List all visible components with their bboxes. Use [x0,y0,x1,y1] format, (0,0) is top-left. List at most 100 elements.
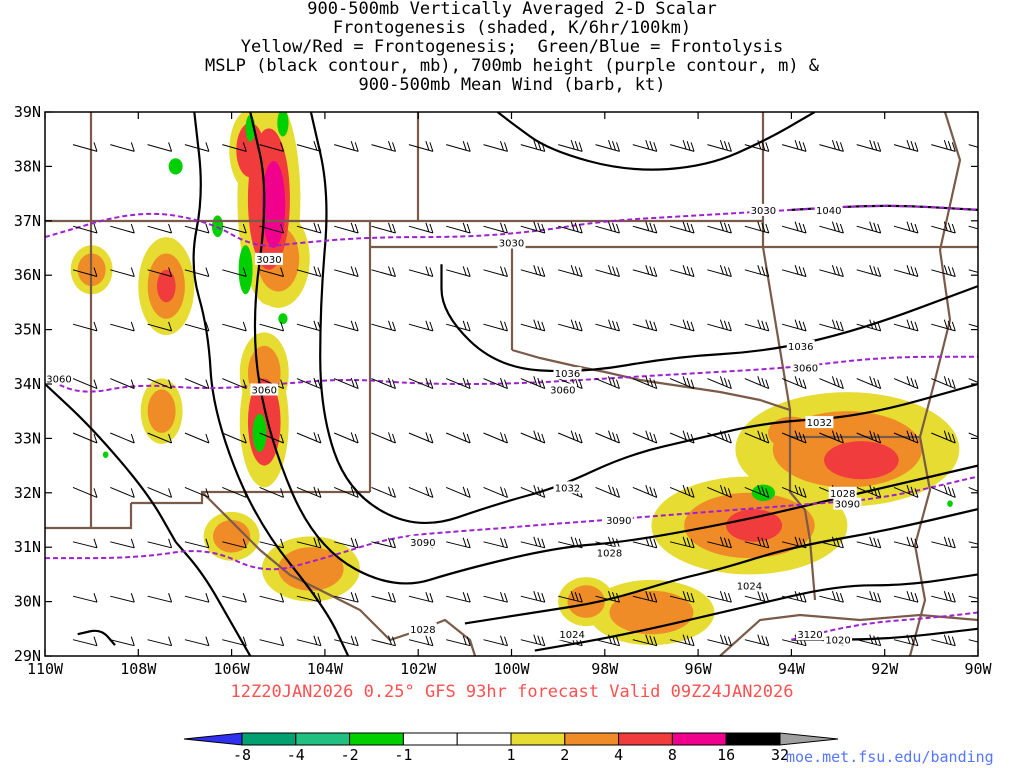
wind-barb [893,221,919,234]
wind-barb [408,266,434,277]
wind-barb [259,142,285,152]
contour-label: 1028 [410,625,435,636]
wind-barb [931,319,956,332]
wind-barb [595,139,620,152]
wind-barb [595,484,620,498]
contour-label: 1024 [559,630,584,641]
wind-barb [781,319,807,332]
wind-barb [707,634,732,647]
frontogenesis-area [567,585,605,618]
colorbar-box [725,732,781,746]
wind-barb [408,486,434,498]
wind-barb [483,432,508,444]
wind-barb [893,430,919,444]
wind-barb [72,378,98,390]
mslp-contour [77,629,116,646]
contour-label-bg [497,236,526,249]
frontogenesis-shading [70,112,960,646]
wind-barb [595,265,620,277]
contour-label: 3030 [256,255,281,266]
wind-barb [184,267,210,277]
contour-label-bg [735,579,764,592]
wind-barb [595,319,620,332]
wind-barb [184,636,210,647]
wind-barb [520,265,546,277]
wind-barb [72,267,98,277]
wind-barbs [72,139,978,647]
wind-barb [259,593,285,603]
wind-barb [222,142,247,152]
contour-label-bg [604,514,633,526]
wind-barb [520,319,546,332]
height-contour [791,611,978,641]
wind-barb [334,537,359,549]
title-line-5: 900-500mb Mean Wind (barb, kt) [358,75,666,95]
y-tick-label: 37N [14,212,41,230]
wind-barb [296,320,322,332]
wind-barb [707,319,732,332]
contour-labels: 1040 1036 1036 1032 1032 1028 1028 1028 1024 1024… [45,203,862,647]
wind-barb [931,634,956,647]
wind-barb [446,537,471,549]
wind-barb [446,635,471,647]
wind-barb [707,376,732,390]
wind-barb [259,538,285,549]
wind-barb [147,593,173,603]
wind-barb [483,377,508,390]
wind-barb [558,139,583,152]
wind-barb [819,221,844,234]
frontogenesis-area [147,389,176,433]
wind-barb [856,221,882,234]
wind-barb [781,430,807,444]
colorbar-label: 32 [771,746,789,764]
wind-barb [558,319,583,332]
frontolysis-area [168,158,183,175]
contour-label: 3060 [46,375,71,386]
wind-barb [222,538,247,549]
contour-label: 3030 [751,206,776,217]
wind-barb [222,636,247,647]
wind-barb [931,430,956,444]
title-line-4: MSLP (black contour, mb), 700mb height (… [204,56,820,76]
frontolysis-area [238,245,253,295]
contour-label: 1036 [788,342,813,353]
wind-barb [558,591,583,603]
colorbar-box [510,732,566,746]
wind-barb [334,222,359,234]
state-borders [45,112,978,656]
wind-barb [669,139,695,152]
frontogenesis-area [768,416,815,450]
title-line-3: Yellow/Red = Frontogenesis; Green/Blue =… [240,37,784,57]
wind-barb [632,634,658,647]
wind-barb [931,484,956,498]
wind-barb [296,592,322,603]
wind-barb [707,484,732,498]
y-tick-label: 38N [14,157,41,175]
x-tick-label: 100W [493,660,530,678]
contour-label-bg [254,252,283,265]
frontogenesis-area [156,269,176,303]
wind-barb [446,592,471,603]
frontolysis-area [277,112,289,137]
x-tick-label: 94W [778,660,806,678]
wind-barb [147,223,173,234]
wind-barb [819,430,844,444]
wind-barb [781,634,807,647]
contour-label-bg [828,486,857,499]
wind-barb [259,636,285,647]
contour-label: 3090 [410,538,435,549]
wind-barb [707,430,732,444]
wind-barb [707,591,732,603]
rio-grande [201,491,477,656]
contour-label: 3120 [797,630,822,641]
wind-barb [669,430,695,444]
contour-label-bg [548,383,577,396]
wind-barb [371,486,396,498]
wind-barb [669,265,695,277]
wind-barb [558,430,583,444]
wind-barb [669,319,695,332]
wind-barb [893,484,919,498]
wind-barb [371,320,396,332]
wind-barb [744,430,770,444]
wind-barb [72,636,98,647]
